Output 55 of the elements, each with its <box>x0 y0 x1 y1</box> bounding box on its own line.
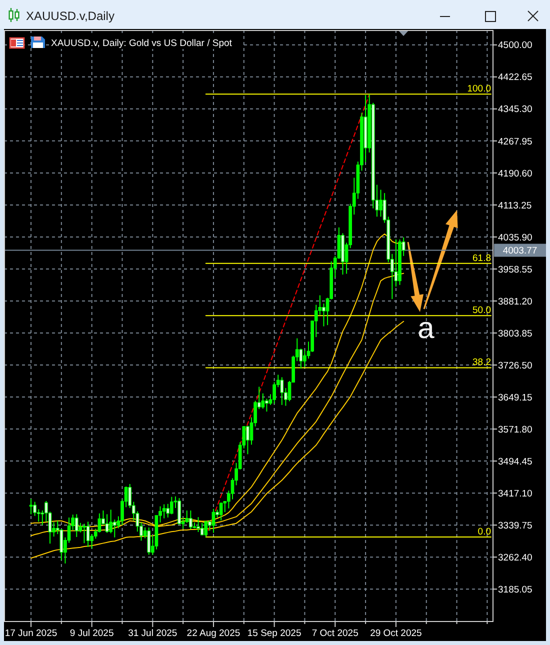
y-tick-label: 3417.10 <box>498 488 532 500</box>
line-series <box>30 320 404 559</box>
series-label: 38.2 <box>472 357 491 368</box>
y-tick-label: 4035.90 <box>498 232 532 244</box>
x-tick-label: 31 Jul 2025 <box>128 628 178 639</box>
y-tick-label: 3649.15 <box>498 392 532 404</box>
ref-line-label: 4003.77 <box>502 246 538 257</box>
text: XAUUSD.v, Daily: Gold vs US Dollar / Spot <box>51 38 232 49</box>
candlestick <box>105 514 109 534</box>
candlestick <box>196 516 200 533</box>
y-tick-label: 3185.05 <box>498 584 532 596</box>
candlestick <box>109 509 113 534</box>
y-tick-label: 4422.65 <box>498 72 532 84</box>
y-tick-label: 4345.30 <box>498 104 532 116</box>
series-label: 0.0 <box>478 526 491 538</box>
candlestick <box>86 521 90 548</box>
candlestick <box>170 496 174 515</box>
candlestick <box>265 398 268 412</box>
y-tick-label: 3726.50 <box>498 360 532 372</box>
x-tick-label: 7 Oct 2025 <box>312 628 358 639</box>
y-tick-label: 4500.00 <box>498 40 532 52</box>
x-tick-label: 9 Jul 2025 <box>70 628 114 639</box>
series-label: 50.0 <box>472 305 491 316</box>
candlestick <box>82 523 86 544</box>
x-tick-label: 29 Oct 2025 <box>370 628 422 639</box>
candlestick <box>204 520 208 538</box>
candlestick <box>166 503 170 518</box>
y-tick-label: 3958.55 <box>498 264 532 276</box>
x-tick-label: 22 Aug 2025 <box>186 628 240 639</box>
y-tick-label: 3571.80 <box>498 424 532 436</box>
y-tick-label: 4190.60 <box>498 168 532 180</box>
y-tick-label: 4113.25 <box>498 200 532 212</box>
candlestick <box>112 519 116 538</box>
candlestick <box>74 514 78 538</box>
candlestick <box>178 498 181 526</box>
y-tick-label: 3803.85 <box>498 328 532 340</box>
series-label: 61.8 <box>472 252 491 264</box>
candlestick <box>162 504 166 519</box>
candlestick <box>280 376 284 406</box>
candlestick <box>219 502 223 521</box>
annotation: a <box>418 312 435 345</box>
y-tick-label: 3262.40 <box>498 552 532 564</box>
x-tick-label: 15 Sep 2025 <box>247 628 302 639</box>
chart-title: XAUUSD.v,Daily <box>26 9 114 23</box>
series-label: 100.0 <box>467 84 491 95</box>
y-tick-label: 4267.95 <box>498 136 532 148</box>
candlestick <box>246 425 250 455</box>
y-tick-label: 3881.20 <box>498 296 532 308</box>
candlestick <box>189 510 192 530</box>
y-tick-label: 3339.75 <box>498 520 532 532</box>
x-tick-label: 17 Jun 2025 <box>4 628 58 639</box>
candlestick <box>379 189 382 218</box>
y-tick-label: 3494.45 <box>498 456 532 468</box>
line-series <box>205 94 370 538</box>
candlestick <box>147 526 151 556</box>
